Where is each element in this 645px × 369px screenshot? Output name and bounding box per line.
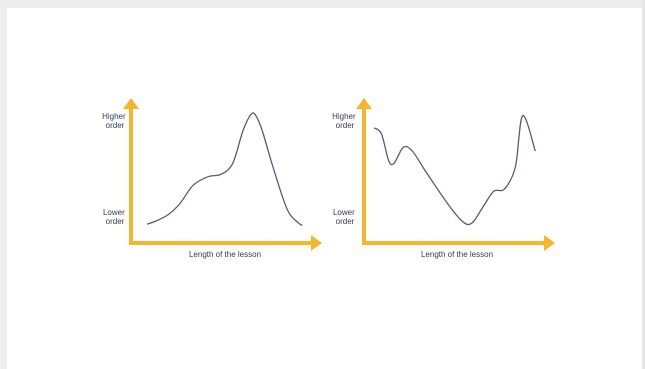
- chart-1-x-axis-arrowhead: [311, 235, 322, 251]
- chart-2-ylabel-bottom: Lower order: [333, 208, 357, 226]
- chart-1-xlabel: Length of the lesson: [189, 250, 261, 259]
- chart-2-xlabel: Length of the lesson: [421, 250, 493, 259]
- frame-right-border: [642, 0, 645, 369]
- chart-1-ylabel-bottom-text-line-2: order: [106, 217, 125, 226]
- chart-2-y-axis: [356, 98, 372, 245]
- chart-2-ylabel-bottom-text: Lower: [333, 208, 355, 217]
- chart-2-series-line: [373, 115, 536, 226]
- chart-1-ylabel-bottom-text: Lower: [103, 208, 125, 217]
- chart-2-x-axis-arrowhead: [544, 235, 555, 251]
- chart-2-y-axis-arrowhead: [356, 98, 372, 109]
- chart-2-ylabel-top-text-line-2: order: [336, 121, 355, 130]
- chart-2-ylabel-top-text: Higher: [332, 112, 356, 121]
- chart-1-y-axis-arrowhead: [123, 98, 139, 109]
- chart-1-ylabel-top-text: Higher: [102, 112, 126, 121]
- chart-1-ylabel-top: Higher order: [102, 112, 128, 130]
- chart-1: Higher order Lower order Length of the l…: [102, 98, 322, 259]
- chart-2-x-axis: [362, 235, 555, 251]
- frame-left-border: [0, 0, 7, 369]
- frame-top-border: [0, 0, 645, 8]
- chart-2-ylabel-bottom-text-line-2: order: [336, 217, 355, 226]
- chart-1-series-line: [146, 112, 303, 227]
- chart-1-y-axis: [123, 98, 139, 245]
- chart-2: Higher order Lower order Length of the l…: [332, 98, 555, 259]
- chart-2-ylabel-top: Higher order: [332, 112, 358, 130]
- chart-1-ylabel-bottom: Lower order: [103, 208, 127, 226]
- chart-1-ylabel-top-text-line-2: order: [106, 121, 125, 130]
- chart-1-x-axis: [129, 235, 322, 251]
